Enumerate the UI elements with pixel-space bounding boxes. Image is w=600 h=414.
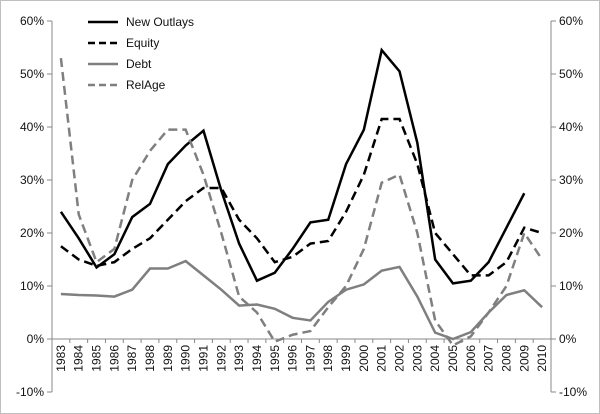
x-tick-label: 2007 <box>482 345 496 372</box>
y-tick-label-right: 60% <box>559 14 583 28</box>
x-tick-label: 2000 <box>357 345 371 372</box>
x-tick-label: 2006 <box>464 345 478 372</box>
x-tick-label: 1997 <box>303 345 317 372</box>
y-tick-label-right: 30% <box>559 173 583 187</box>
x-tick-label: 1987 <box>125 345 139 372</box>
y-tick-label-right: 10% <box>559 279 583 293</box>
x-tick-label: 1995 <box>268 345 282 372</box>
x-tick-label: 1993 <box>232 345 246 372</box>
legend-label-equity: Equity <box>126 36 159 50</box>
x-tick-label: 1990 <box>179 345 193 372</box>
y-tick-label-right: 20% <box>559 226 583 240</box>
x-tick-label: 2001 <box>375 345 389 372</box>
x-tick-label: 1985 <box>90 345 104 372</box>
x-tick-label: 2002 <box>393 345 407 372</box>
y-tick-label-left: 60% <box>20 14 44 28</box>
series-line-relage <box>59 57 544 347</box>
x-tick-label: 1989 <box>161 345 175 372</box>
legend-label-new-outlays: New Outlays <box>126 15 194 29</box>
y-tick-label-left: 40% <box>20 120 44 134</box>
y-tick-label-right: -10% <box>559 385 587 399</box>
x-tick-label: 1996 <box>286 345 300 372</box>
x-tick-label: 1986 <box>107 345 121 372</box>
axes: -10% -10% 0% 0% 10% 10% 20% 20% 30% 30% 40% 40% 50% 5… <box>16 14 587 399</box>
legend-label-relage: RelAge <box>126 78 166 92</box>
x-tick-label: 1991 <box>196 345 210 372</box>
y-tick-label-left: -10% <box>16 385 44 399</box>
legend-label-debt: Debt <box>126 57 152 71</box>
legend: New Outlays Equity Debt RelAge <box>88 15 194 92</box>
y-tick-label-right: 0% <box>559 332 577 346</box>
x-tick-label: 1994 <box>250 345 264 372</box>
x-tick-label: 1988 <box>143 345 157 372</box>
x-tick-label: 1984 <box>72 345 86 372</box>
series-line-debt <box>60 259 543 341</box>
x-tick-label: 2004 <box>428 345 442 372</box>
y-tick-label-left: 0% <box>27 332 45 346</box>
x-tick-label: 1983 <box>54 345 68 372</box>
y-tick-label-left: 20% <box>20 226 44 240</box>
x-tick-label: 2005 <box>446 345 460 372</box>
x-tick-label: 2003 <box>410 345 424 372</box>
series-line-equity <box>60 117 543 277</box>
plot-area <box>59 47 544 347</box>
x-tick-label: 2010 <box>535 345 549 372</box>
x-tick-label: 2009 <box>517 345 531 372</box>
x-tick-label: 2008 <box>499 345 513 372</box>
y-tick-label-right: 50% <box>559 67 583 81</box>
y-tick-label-left: 50% <box>20 67 44 81</box>
series-line-new-outlays <box>59 47 526 285</box>
y-tick-label-left: 10% <box>20 279 44 293</box>
x-tick-label: 1998 <box>321 345 335 372</box>
y-tick-label-left: 30% <box>20 173 44 187</box>
y-tick-label-right: 40% <box>559 120 583 134</box>
x-tick-label: 1999 <box>339 345 353 372</box>
x-tick-label: 1992 <box>214 345 228 372</box>
